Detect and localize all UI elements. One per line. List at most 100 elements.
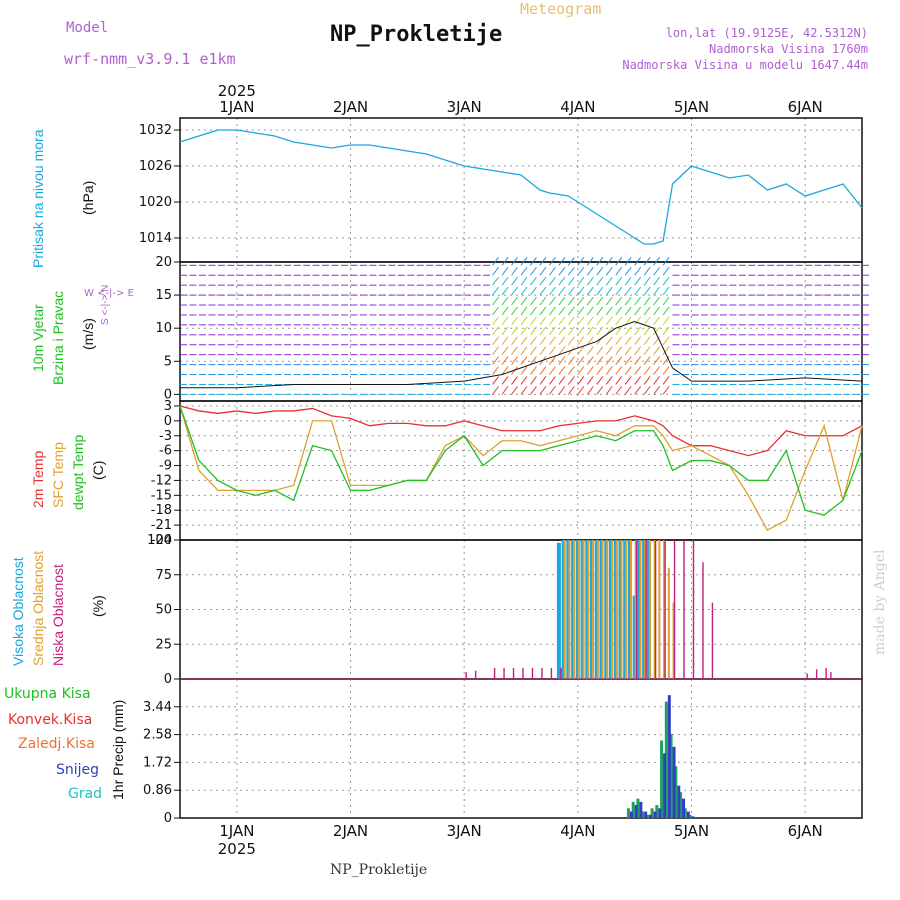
wind-barb	[492, 356, 499, 365]
wind-barb	[511, 266, 518, 276]
wind-barb	[577, 336, 585, 346]
wind-barb	[501, 346, 509, 355]
wind-barb	[615, 386, 623, 395]
wind-barb	[501, 386, 509, 395]
precip-total-bar	[645, 814, 649, 818]
wind-barb	[662, 376, 670, 385]
precip-total-bar	[679, 792, 683, 818]
bottom-day-label: 3JAN	[447, 822, 482, 840]
wind-barb	[530, 326, 537, 336]
wind-barb	[643, 346, 651, 355]
wind-barb	[492, 336, 499, 346]
wind-barb	[624, 346, 632, 355]
wind-barb	[549, 326, 556, 336]
y-tick-label: -21	[151, 518, 172, 533]
wind-barb	[558, 386, 566, 395]
wind-barb	[558, 257, 566, 266]
wind-barb	[549, 386, 556, 395]
wind-barb	[615, 346, 623, 355]
wind-barb	[520, 386, 528, 395]
wind-barb	[558, 296, 566, 306]
precip-snow-bar	[639, 801, 643, 818]
temp-2m-line	[179, 405, 863, 457]
wind-barb	[530, 376, 537, 385]
wind-barb	[653, 356, 661, 365]
wind-barb	[643, 326, 651, 336]
wind-barb	[539, 257, 547, 266]
wind-barb	[653, 306, 661, 316]
wind-barb	[549, 296, 556, 306]
wind-barb	[596, 386, 604, 395]
wind-barb	[539, 376, 547, 385]
y-tick-label: 3.44	[143, 700, 172, 715]
precip-snow-bar	[682, 798, 686, 818]
wind-barb	[558, 366, 566, 375]
wind-barb	[558, 286, 566, 296]
wind-barb	[662, 286, 670, 296]
wind-barb	[549, 266, 556, 276]
wind-barb	[492, 366, 499, 375]
wind-barb	[577, 356, 585, 365]
wind-barb	[634, 356, 642, 365]
y-tick-label: -24	[151, 533, 172, 548]
wind-barb	[634, 366, 642, 375]
wind-barb	[530, 316, 537, 326]
top-day-label: 4JAN	[560, 98, 595, 116]
wind-barb	[492, 257, 499, 266]
wind-barb	[615, 376, 623, 385]
temp-sfc-line	[179, 405, 863, 531]
precip-total-bar	[669, 733, 673, 818]
y-tick-label: 2.58	[143, 728, 172, 743]
wind-barb	[520, 316, 528, 326]
wind-barb	[558, 376, 566, 385]
wind-barb	[567, 366, 575, 375]
wind-barb	[558, 306, 566, 316]
wind-barb	[492, 316, 499, 326]
wind-barb	[586, 336, 594, 346]
wind-barb	[539, 276, 547, 286]
wind-barb	[605, 326, 613, 336]
wind-barb	[577, 257, 585, 266]
wind-barb	[653, 276, 661, 286]
legend-hail: Grad	[68, 786, 103, 802]
precip-snow-bar	[667, 695, 671, 818]
wind-barb	[539, 306, 547, 316]
wind-barb	[624, 276, 632, 286]
wind-barb	[577, 386, 585, 395]
top-day-label: 6JAN	[788, 98, 823, 116]
wind-barb	[530, 257, 537, 266]
wind-barb	[634, 266, 642, 276]
legend-snow: Snijeg	[56, 762, 100, 778]
wind-barb	[567, 296, 575, 306]
wind-barb	[605, 266, 613, 276]
wind-barb	[567, 356, 575, 365]
wind-barb	[605, 286, 613, 296]
precip-snow-bar	[644, 811, 648, 818]
wind-barb	[511, 376, 518, 385]
wind-barb	[501, 326, 509, 336]
pressure-line	[179, 129, 863, 245]
wind-barb	[634, 286, 642, 296]
y-tick-label: 15	[155, 288, 172, 303]
wind-barb	[653, 366, 661, 375]
wind-barb	[539, 266, 547, 276]
y-tick-label: 1.72	[143, 755, 172, 770]
wind-barb	[530, 366, 537, 375]
wind-barb	[492, 296, 499, 306]
bottom-day-label: 4JAN	[560, 822, 595, 840]
wind-barb	[653, 346, 661, 355]
y-tick-label: 25	[155, 637, 172, 652]
wind-barb	[511, 286, 518, 296]
wind-compass-we: W <-|-> E	[84, 288, 134, 299]
wind-barb	[530, 286, 537, 296]
y-tick-label: -18	[151, 503, 172, 518]
y-tick-label: 3	[164, 399, 172, 414]
wind-barb	[530, 296, 537, 306]
wind-barb	[662, 336, 670, 346]
wind-barb	[596, 316, 604, 326]
wind-barb	[539, 286, 547, 296]
y-tick-label: -15	[151, 488, 172, 503]
wind-barb	[577, 286, 585, 296]
wind-barb	[492, 346, 499, 355]
